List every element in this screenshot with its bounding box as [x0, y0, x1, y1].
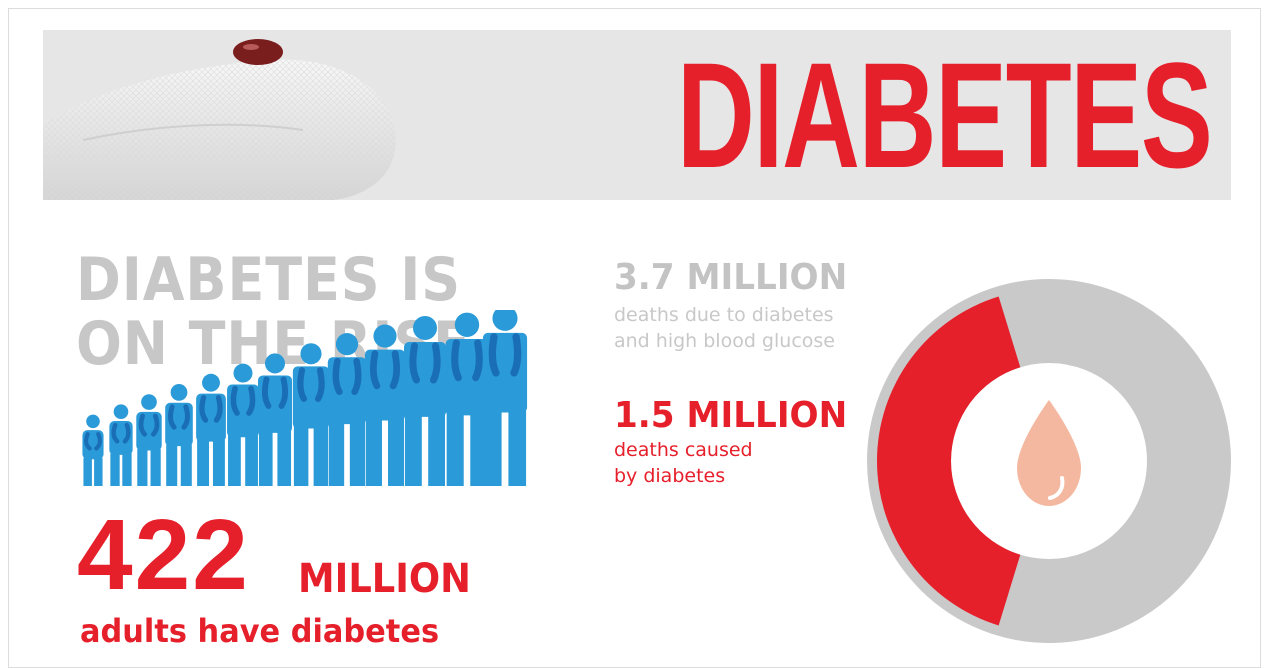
person-figure-icon	[196, 373, 226, 486]
adults-number: 422	[77, 499, 250, 611]
adults-caption: adults have diabetes	[80, 612, 440, 650]
person-figure-icon	[136, 394, 162, 486]
caused-deaths-label: deaths caused by diabetes	[614, 437, 874, 489]
person-figure-icon	[109, 404, 133, 486]
caused-deaths-label-line2: by diabetes	[614, 465, 726, 487]
banner-title: DIABETES	[676, 31, 1212, 199]
person-figure-icon	[82, 414, 104, 486]
header-banner: DIABETES	[43, 30, 1231, 200]
total-deaths-label-line1: deaths due to diabetes	[614, 304, 834, 326]
person-figure-icon	[327, 333, 367, 486]
person-figure-icon	[165, 384, 193, 486]
total-deaths-label-line2: and high blood glucose	[614, 330, 835, 352]
person-figure-icon	[257, 353, 293, 486]
caused-deaths-value: 1.5 MILLION	[614, 395, 848, 436]
person-figure-icon	[227, 363, 259, 486]
blood-drop-icon	[1017, 400, 1081, 506]
person-figure-icon	[404, 316, 446, 486]
adults-unit: MILLION	[298, 556, 471, 602]
total-deaths-label: deaths due to diabetes and high blood gl…	[614, 302, 914, 354]
people-growing-icons	[82, 310, 528, 486]
person-figure-icon	[482, 310, 528, 486]
caused-deaths-label-line1: deaths caused	[614, 439, 753, 461]
total-deaths-value: 3.7 MILLION	[614, 257, 848, 298]
rise-heading-line1: DIABETES IS	[76, 245, 462, 315]
finger-blood-drop-illustration	[43, 39, 396, 200]
person-figure-icon	[445, 312, 489, 486]
deaths-donut-chart	[867, 279, 1231, 643]
person-figure-icon	[364, 324, 406, 486]
donut-caused-segment	[877, 296, 1021, 626]
person-figure-icon	[292, 343, 330, 486]
